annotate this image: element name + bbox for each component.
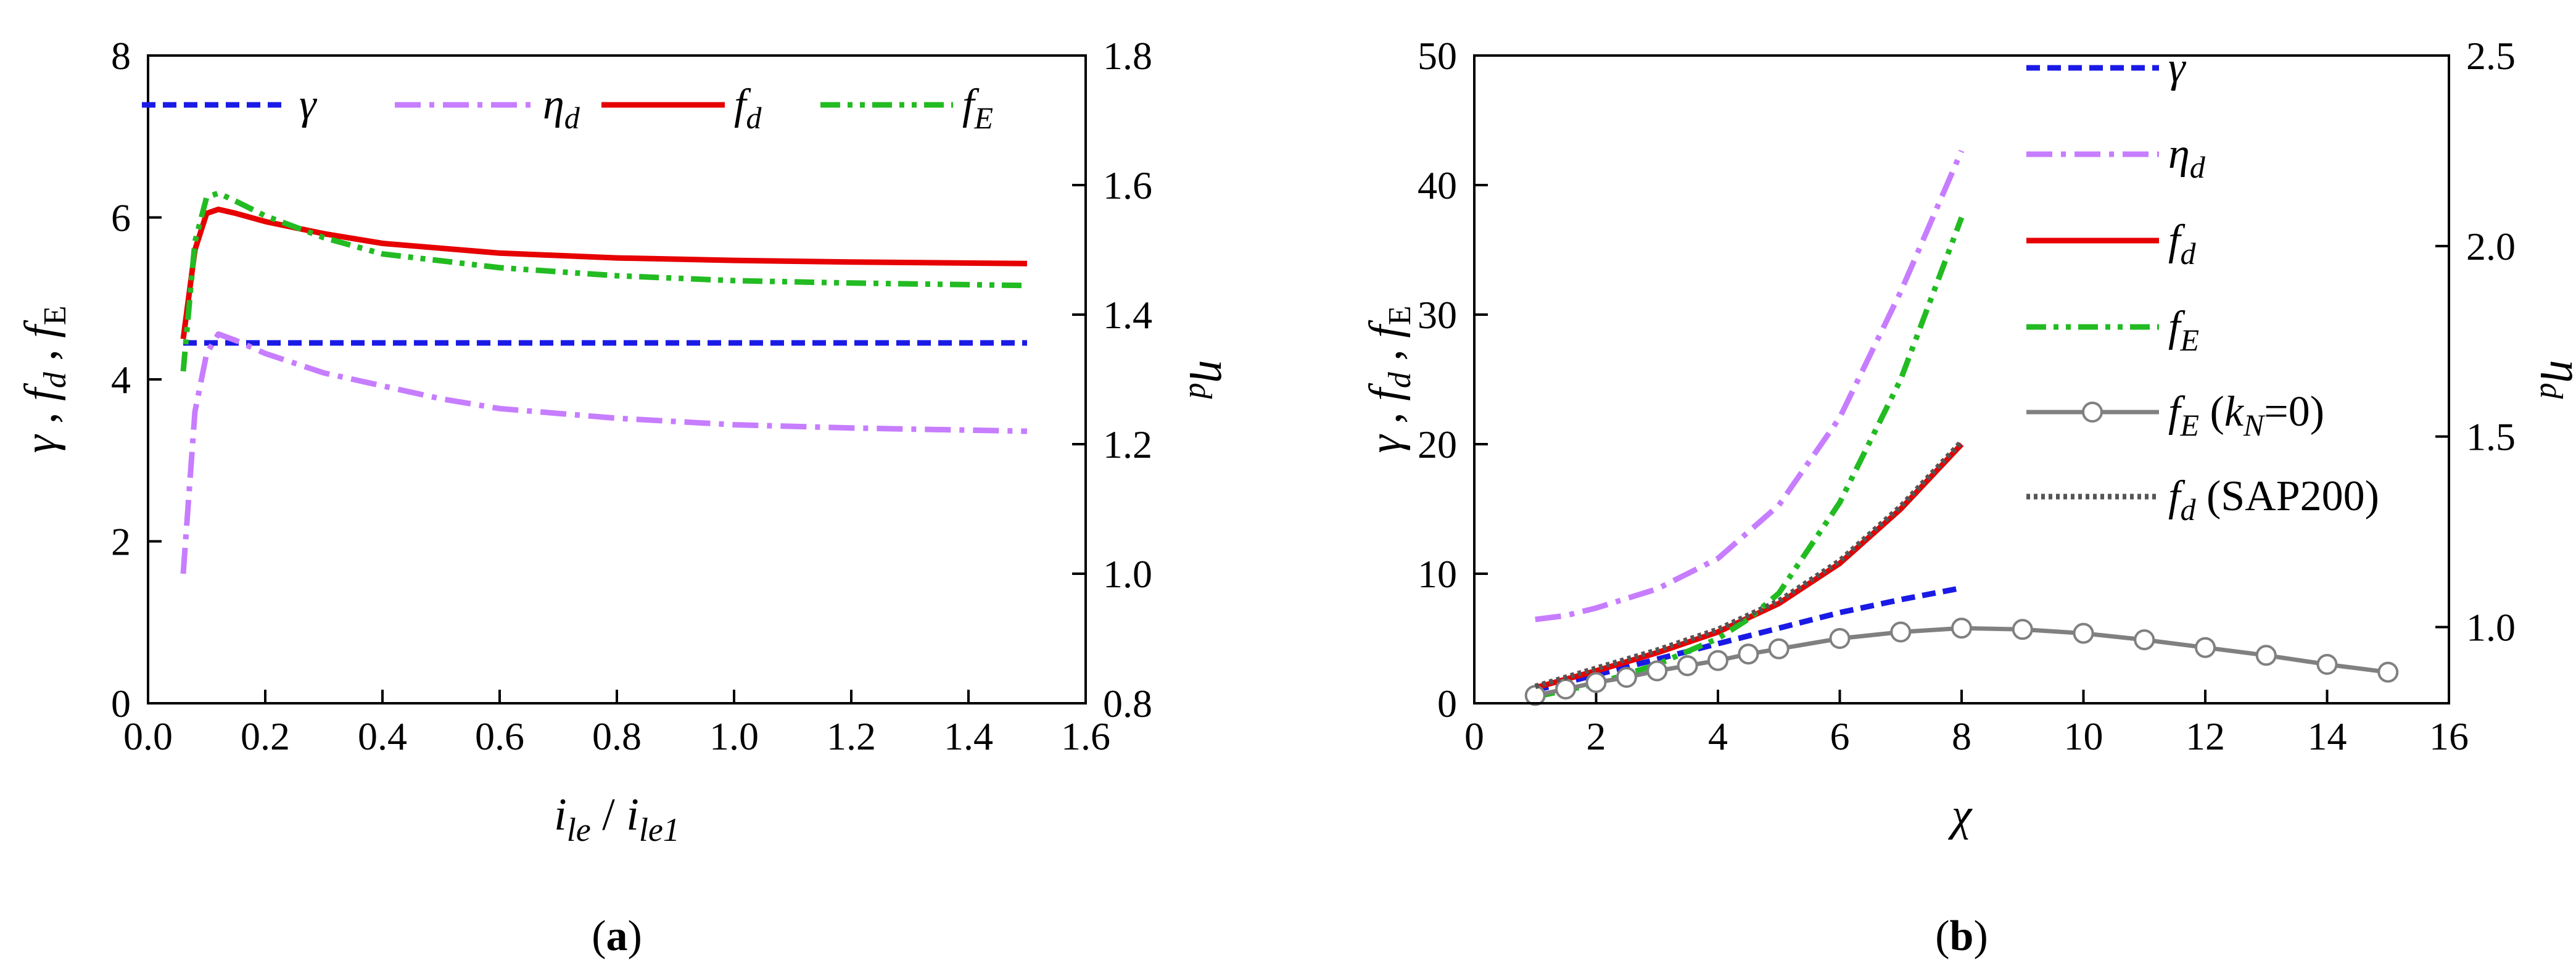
a-y-left-tick-label: 6 — [111, 196, 131, 240]
a-y-left-tick-label: 2 — [111, 520, 131, 564]
b-series-point-f-e-k-n-0 — [1555, 678, 1577, 700]
b-y-left-ticks: 0 10 20 30 40 50 — [1418, 34, 1488, 725]
b-x-axis-label: χ — [1948, 790, 1973, 840]
b-series-point-f-e-k-n-0 — [2195, 637, 2216, 658]
a-y-left-ticks: 0 2 4 6 8 — [111, 34, 162, 725]
a-x-tick-label: 0.4 — [358, 714, 407, 758]
b-y-left-tick-label: 30 — [1418, 293, 1457, 337]
b-series-point-f-e-k-n-0 — [1707, 650, 1728, 671]
a-y-right-tick-label: 1.2 — [1103, 423, 1152, 466]
a-y-left-tick-label: 4 — [111, 358, 131, 402]
a-x-tick-label: 1.4 — [944, 714, 993, 758]
a-x-axis-label: ile / ile1 — [554, 790, 680, 848]
a-y-right-tick-label: 1.0 — [1103, 552, 1152, 596]
b-y-right-axis-label: ηd — [2533, 360, 2576, 400]
a-y-left-tick-label: 8 — [111, 34, 131, 78]
b-x-tick-label: 14 — [2308, 714, 2347, 758]
b-y-left-tick-label: 0 — [1437, 682, 1457, 725]
b-series-point-f-e-k-n-0 — [2012, 619, 2033, 640]
a-legend: γ ηd fd fE — [142, 81, 993, 135]
a-x-tick-label: 0.8 — [592, 714, 642, 758]
a-x-ticks: 0.0 0.2 0.4 0.6 0.8 1.0 1.2 1.4 1.6 — [123, 690, 1110, 758]
b-series-point-f-e-k-n-0 — [2255, 645, 2277, 666]
b-legend-label-fd: fd — [2168, 217, 2196, 271]
a-legend-label-fd: fd — [734, 81, 762, 135]
b-y-right-tick-label: 2.5 — [2466, 34, 2516, 78]
b-legend-marker-fe-kn0 — [2082, 402, 2103, 423]
b-x-tick-label: 0 — [1464, 714, 1484, 758]
b-legend-label-fe-kn0: fE (kN=0) — [2168, 388, 2324, 442]
a-plot-frame — [147, 54, 1087, 704]
b-legend-label-gamma: γ — [2168, 44, 2187, 91]
b-x-tick-label: 12 — [2186, 714, 2225, 758]
a-x-tick-label: 1.2 — [827, 714, 876, 758]
panel-b: 0 2 4 6 8 10 12 14 16 0 10 20 30 40 50 1.0 1.5 2.0 2.5 γ… — [1360, 34, 2576, 960]
b-legend: γ ηd fd fE fE (kN=0) fd (SAP200) — [2026, 44, 2379, 527]
a-series-line-f-d-2 — [180, 206, 1028, 339]
b-x-tick-label: 10 — [2064, 714, 2103, 758]
a-x-tick-label: 0.2 — [241, 714, 290, 758]
a-y-right-tick-label: 1.6 — [1103, 163, 1152, 207]
a-x-tick-label: 0.0 — [123, 714, 173, 758]
b-y-right-tick-label: 2.0 — [2466, 225, 2516, 268]
b-series-line-d-1 — [1535, 149, 1965, 622]
a-x-tick-label: 1.6 — [1061, 714, 1110, 758]
a-x-tick-label: 0.6 — [475, 714, 524, 758]
a-legend-label-eta: ηd — [543, 81, 580, 135]
b-y-left-tick-label: 50 — [1418, 34, 1457, 78]
b-series-point-f-e-k-n-0 — [1829, 628, 1851, 649]
b-series-point-f-e-k-n-0 — [2134, 629, 2155, 651]
b-x-tick-label: 8 — [1952, 714, 1971, 758]
b-y-left-axis-label: γ , fd , fE — [1360, 305, 1418, 453]
b-caption: (b) — [1935, 912, 1988, 960]
b-y-left-tick-label: 20 — [1418, 423, 1457, 466]
b-series-point-f-e-k-n-0 — [1524, 685, 1546, 706]
b-x-tick-label: 16 — [2429, 714, 2469, 758]
b-legend-label-eta: ηd — [2168, 130, 2206, 184]
b-series-point-f-e-k-n-0 — [1646, 660, 1668, 682]
b-series-point-f-e-k-n-0 — [1890, 621, 1912, 643]
a-legend-label-gamma: γ — [299, 81, 318, 128]
b-legend-label-fe: fE — [2168, 303, 2199, 357]
b-series-point-f-e-k-n-0 — [1768, 638, 1790, 659]
b-x-tick-label: 2 — [1587, 714, 1606, 758]
a-y-left-axis-label: γ , fd , fE — [15, 305, 73, 453]
b-series-point-f-e-k-n-0 — [2316, 654, 2338, 675]
a-x-tick-label: 1.0 — [709, 714, 759, 758]
b-series-point-f-e-k-n-0 — [2377, 661, 2399, 683]
b-series-line-series-0-0 — [1534, 585, 1962, 693]
a-series-line-d-1 — [180, 331, 1028, 574]
b-y-right-tick-label: 1.5 — [2466, 415, 2516, 459]
panel-a: 0.0 0.2 0.4 0.6 0.8 1.0 1.2 1.4 1.6 0 2 4 6 8 0.8 1.0… — [15, 34, 1240, 960]
b-y-right-tick-label: 1.0 — [2466, 605, 2516, 649]
b-series-point-f-e-k-n-0 — [1585, 672, 1607, 693]
b-series-line-f-d-sap200-5 — [1534, 439, 1964, 690]
a-legend-label-fe: fE — [962, 81, 993, 135]
b-series-point-f-e-k-n-0 — [1951, 618, 1972, 639]
b-series-point-f-e-k-n-0 — [1738, 643, 1759, 665]
b-y-left-tick-label: 10 — [1418, 552, 1457, 596]
a-y-right-tick-label: 0.8 — [1103, 682, 1152, 725]
b-plot-frame — [1473, 54, 2450, 704]
b-series-point-f-e-k-n-0 — [1616, 667, 1637, 688]
a-caption: (a) — [592, 912, 642, 960]
b-legend-label-fd-sap: fd (SAP200) — [2168, 473, 2379, 527]
a-y-right-tick-label: 1.4 — [1103, 293, 1152, 337]
b-series-point-f-e-k-n-0 — [2073, 622, 2094, 644]
b-series-layer — [1524, 149, 2399, 706]
a-y-right-tick-label: 1.8 — [1103, 34, 1152, 78]
a-y-right-ticks: 0.8 1.0 1.2 1.4 1.6 1.8 — [1072, 34, 1152, 725]
a-series-layer — [180, 190, 1028, 574]
b-x-tick-label: 6 — [1830, 714, 1850, 758]
a-series-line-f-e-3 — [180, 190, 1028, 372]
b-series-point-f-e-k-n-0 — [1677, 655, 1698, 677]
a-y-left-tick-label: 0 — [111, 682, 131, 725]
b-x-tick-label: 4 — [1708, 714, 1728, 758]
b-x-ticks: 0 2 4 6 8 10 12 14 16 — [1464, 690, 2469, 758]
a-y-right-axis-label: ηd — [1183, 360, 1240, 400]
b-y-left-tick-label: 40 — [1418, 163, 1457, 207]
b-y-right-ticks: 1.0 1.5 2.0 2.5 — [2435, 34, 2516, 649]
